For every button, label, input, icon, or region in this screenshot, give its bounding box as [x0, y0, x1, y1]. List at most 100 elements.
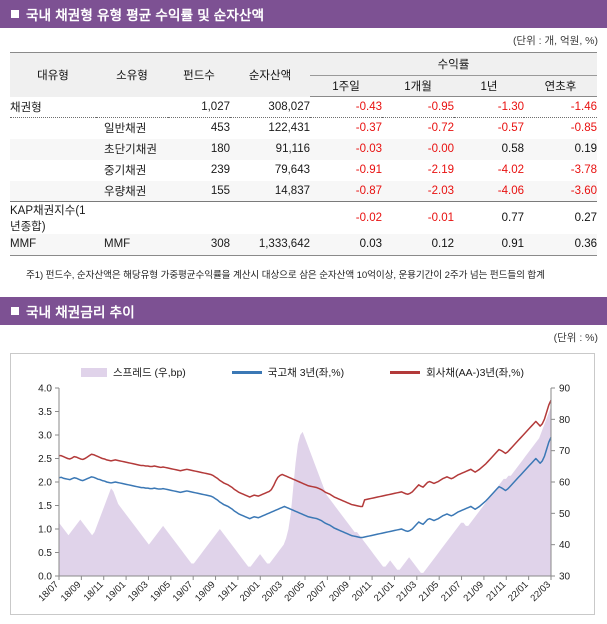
- cell-return-1week: -0.43: [355, 101, 382, 113]
- col-sub-type: 소유형: [96, 52, 168, 97]
- cell-return-1week: -0.03: [310, 138, 382, 160]
- cell-main-type: [10, 160, 96, 181]
- legend-item-treasury: 국고채 3년(좌,%): [231, 365, 345, 380]
- cell-fund-count: 155: [168, 180, 230, 202]
- cell-sub-type: 중기채권: [104, 165, 147, 177]
- cell-return-1month: -0.95: [427, 101, 454, 113]
- legend-label-spread: 스프레드 (우,bp): [112, 366, 186, 379]
- x-axis-tick-label: 21/01: [372, 579, 397, 604]
- x-axis-tick-label: 21/07: [439, 579, 464, 604]
- bullet-square-icon-2: [11, 306, 19, 315]
- cell-return-1year: 0.91: [454, 234, 524, 256]
- section-header-fund-returns: 국내 채권형 유형 평균 수익률 및 순자산액: [0, 0, 607, 28]
- cell-return-ytd: -3.60: [524, 180, 597, 202]
- cell-sub-type: [96, 97, 168, 118]
- y-axis-left-tick-label: 2.0: [38, 477, 52, 488]
- cell-main-type: [10, 180, 96, 202]
- cell-sub-type: [96, 201, 168, 234]
- x-axis-tick-label: 22/03: [529, 579, 554, 604]
- col-return-1year: 1년: [454, 75, 524, 97]
- y-axis-left-tick-label: 1.0: [38, 524, 52, 535]
- y-axis-right-tick-label: 90: [559, 383, 571, 394]
- x-axis-tick-label: 20/05: [283, 579, 308, 604]
- y-axis-right-tick-label: 30: [559, 571, 571, 582]
- section2-title: 국내 채권금리 추이: [26, 304, 135, 320]
- col-return-1month: 1개월: [382, 75, 454, 97]
- cell-main-type: 채권형: [10, 101, 42, 114]
- cell-fund-count: 1,027: [201, 100, 230, 113]
- cell-return-1year: -0.57: [454, 117, 524, 139]
- cell-sub-type: MMF: [96, 234, 168, 256]
- cell-main-type: [10, 117, 96, 139]
- x-axis-tick-label: 18/09: [59, 579, 84, 604]
- x-axis-tick-label: 20/07: [305, 579, 330, 604]
- cell-sub-type: 우량채권: [96, 180, 168, 202]
- x-axis-tick-label: 20/01: [238, 579, 263, 604]
- section2-unit-label: (단위 : %): [553, 331, 598, 344]
- table-header-row-top: 대유형 소유형 펀드수 순자산액 수익률: [10, 52, 597, 97]
- legend-label-treasury: 국고채 3년(좌,%): [267, 366, 345, 379]
- x-axis-tick-label: 18/07: [37, 579, 62, 604]
- col-return-group: 수익률: [310, 52, 597, 76]
- x-axis-tick-label: 19/03: [126, 579, 151, 604]
- x-axis-tick-label: 19/07: [171, 579, 196, 604]
- table-header-row-bottom: 1주일 1개월 1년 연초후: [10, 75, 597, 97]
- cell-return-1year: 0.77: [454, 201, 524, 234]
- x-axis-tick-label: 18/11: [82, 579, 106, 603]
- legend-label-corporate: 회사채(AA-)3년(좌,%): [426, 366, 524, 379]
- chart-legend: 스프레드 (우,bp) 국고채 3년(좌,%) 회사채(AA-)3년(좌,%): [11, 354, 594, 380]
- cell-return-1year: -4.06: [454, 180, 524, 202]
- x-axis-tick-label: 20/03: [260, 579, 285, 604]
- corporate-swatch-icon: [390, 370, 421, 374]
- y-axis-left-tick-label: 3.0: [38, 430, 52, 441]
- table-row: 중기채권 239 79,643 -0.91 -2.19 -4.02 -3.78: [10, 160, 597, 181]
- x-axis-tick-label: 21/05: [417, 579, 442, 604]
- bond-yield-chart: 스프레드 (우,bp) 국고채 3년(좌,%) 회사채(AA-)3년(좌,%) …: [10, 352, 595, 615]
- cell-nav: 308,027: [268, 100, 310, 113]
- section-header-bond-yield-trend: 국내 채권금리 추이: [0, 296, 607, 325]
- x-axis-tick-label: 19/05: [148, 579, 173, 604]
- cell-return-1year: -4.02: [497, 164, 524, 176]
- x-axis-tick-label: 22/01: [506, 579, 531, 604]
- y-axis-left-tick-label: 1.5: [38, 501, 52, 512]
- x-axis-tick-label: 20/09: [327, 579, 352, 604]
- cell-main-type: MMF: [10, 234, 96, 256]
- x-axis-tick-label: 21/03: [394, 579, 419, 604]
- cell-fund-count: 180: [168, 138, 230, 160]
- cell-sub-type: 일반채권: [96, 117, 168, 139]
- cell-fund-count: [168, 201, 230, 234]
- y-axis-right-tick-label: 70: [559, 446, 571, 457]
- cell-fund-count: 308: [168, 234, 230, 256]
- y-axis-left-tick-label: 2.5: [38, 454, 52, 465]
- col-nav: 순자산액: [230, 52, 310, 97]
- cell-fund-count: 239: [210, 164, 230, 176]
- cell-return-ytd: -1.46: [570, 101, 597, 113]
- table-row: KAP채권지수(1년종합) -0.02 -0.01 0.77 0.27: [10, 201, 597, 234]
- cell-return-ytd: 0.36: [524, 234, 597, 256]
- legend-item-spread: 스프레드 (우,bp): [80, 365, 186, 380]
- cell-return-1week: -0.37: [310, 117, 382, 139]
- col-return-1week: 1주일: [310, 75, 382, 97]
- x-axis-tick-label: 21/11: [484, 579, 508, 603]
- cell-return-1year: 0.58: [454, 138, 524, 160]
- x-axis-tick-label: 21/09: [461, 579, 486, 604]
- cell-return-ytd: -0.85: [524, 117, 597, 139]
- treasury-swatch-icon: [231, 370, 262, 374]
- cell-return-1week: -0.91: [355, 164, 382, 176]
- section1-unit-label: (단위 : 개, 억원, %): [512, 35, 598, 47]
- fund-returns-table-body: 채권형 1,027 308,027 -0.43 -0.95 -1.30 -1.46 일반채권 4…: [10, 97, 597, 256]
- cell-nav: 91,116: [230, 138, 310, 160]
- section1-title: 국내 채권형 유형 평균 수익률 및 순자산액: [26, 8, 265, 23]
- cell-return-1month: -2.03: [382, 180, 454, 202]
- y-axis-left-tick-label: 4.0: [38, 383, 52, 394]
- cell-return-ytd: 0.27: [524, 201, 597, 234]
- x-axis-tick-label: 19/11: [216, 579, 240, 603]
- treasury-line-series: [58, 436, 552, 538]
- table-row: 일반채권 453 122,431 -0.37 -0.72 -0.57 -0.85: [10, 117, 597, 139]
- spread-area-series: [59, 406, 551, 576]
- col-return-ytd: 연초후: [524, 75, 597, 97]
- chart-plot-area: 0.0 0.5 1.0 1.5 2.0 2.5 3.0 3.5 4.0 30 40 50 60 70 80 9…: [37, 383, 571, 604]
- cell-main-type: KAP채권지수(1년종합): [10, 201, 96, 234]
- bullet-square-icon: [11, 10, 19, 18]
- cell-return-1month: -0.72: [382, 117, 454, 139]
